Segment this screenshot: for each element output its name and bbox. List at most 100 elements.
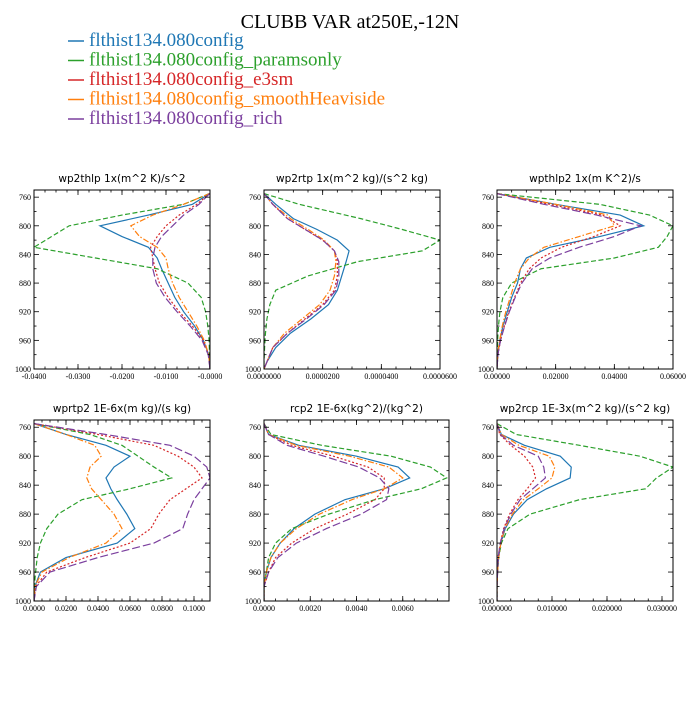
series-group — [34, 193, 210, 369]
y-tick-label: 840 — [249, 481, 261, 490]
plot-frame — [496, 419, 674, 602]
series-line — [497, 423, 556, 601]
figure-title: CLUBB VAR at250E,-12N — [241, 11, 460, 33]
series-line — [152, 193, 210, 369]
panel-title: wp2thlp 1x(m^2 K)/s^2 — [58, 173, 185, 185]
legend-entry: flthist134.080config — [89, 30, 244, 51]
legend-entry: flthist134.080config_e3sm — [89, 69, 293, 90]
series-group — [497, 192, 673, 369]
series-line — [497, 192, 673, 369]
y-tick-label: 920 — [482, 308, 494, 317]
series-line — [149, 193, 210, 369]
y-tick-label: 760 — [482, 423, 494, 432]
legend: flthist134.080configflthist134.080config… — [68, 30, 385, 129]
y-tick-label: 1000 — [478, 365, 494, 374]
y-tick-label: 800 — [19, 222, 31, 231]
panel-5: rcp2 1E-6x(kg^2)/(kg^2) 760 800 840 880 920 96… — [245, 403, 450, 613]
series-line — [497, 423, 673, 601]
panel-3: wpthlp2 1x(m K^2)/s 760 800 840 880 920 960 100… — [478, 173, 686, 381]
x-tick-label: 0.0000600 — [423, 372, 457, 381]
y-tick-label: 960 — [249, 568, 261, 577]
legend-entry: flthist134.080config_smoothHeaviside — [89, 89, 385, 110]
x-tick-label: 0.020000 — [592, 604, 622, 613]
y-tick-label: 800 — [249, 222, 261, 231]
panel-title: wp2rtp 1x(m^2 kg)/(s^2 kg) — [276, 173, 428, 185]
series-line — [264, 193, 440, 369]
series-line — [34, 423, 210, 601]
y-tick-label: 800 — [482, 222, 494, 231]
panel-title: wprtp2 1E-6x(m kg)/(s kg) — [53, 403, 191, 415]
y-tick-label: 800 — [249, 452, 261, 461]
y-tick-label: 1000 — [245, 365, 261, 374]
x-tick-label: 0.0020 — [299, 604, 321, 613]
y-tick-label: 840 — [249, 250, 261, 259]
x-tick-label: 0.04000 — [601, 372, 627, 381]
panel-title: wpthlp2 1x(m K^2)/s — [529, 173, 641, 185]
x-tick-label: 0.0600 — [119, 604, 141, 613]
x-tick-label: 0.06000 — [660, 372, 686, 381]
legend-entry: flthist134.080config_paramsonly — [89, 50, 342, 71]
y-tick-label: 880 — [482, 510, 494, 519]
x-tick-label: 0.0060 — [392, 604, 414, 613]
panel-title: rcp2 1E-6x(kg^2)/(kg^2) — [290, 403, 423, 415]
series-line — [264, 423, 404, 601]
series-line — [34, 423, 174, 601]
series-line — [34, 193, 210, 369]
x-tick-label: -0.0200 — [110, 372, 135, 381]
y-tick-label: 960 — [19, 568, 31, 577]
x-tick-label: -0.0300 — [66, 372, 91, 381]
series-line — [264, 423, 385, 601]
y-tick-label: 1000 — [478, 597, 494, 606]
y-tick-label: 880 — [19, 279, 31, 288]
series-line — [264, 423, 411, 601]
series-group — [497, 423, 673, 601]
x-tick-label: 0.030000 — [647, 604, 677, 613]
plot-frame — [33, 189, 211, 370]
x-tick-label: -0.0400 — [22, 372, 47, 381]
y-tick-label: 920 — [249, 539, 261, 548]
y-tick-label: 880 — [19, 510, 31, 519]
x-tick-label: 0.0000000 — [247, 372, 281, 381]
x-tick-label: 0.00000 — [484, 372, 510, 381]
x-tick-label: -0.0000 — [198, 372, 223, 381]
y-tick-label: 840 — [482, 250, 494, 259]
y-tick-label: 920 — [249, 308, 261, 317]
plot-frame — [496, 189, 674, 370]
x-tick-label: 0.0000400 — [364, 372, 398, 381]
y-tick-label: 840 — [19, 481, 31, 490]
series-group — [34, 423, 210, 601]
y-tick-label: 840 — [482, 481, 494, 490]
series-group — [264, 193, 440, 369]
series-line — [264, 193, 338, 369]
series-group — [264, 423, 448, 601]
x-tick-label: 0.0800 — [151, 604, 173, 613]
x-tick-label: 0.0000 — [23, 604, 45, 613]
y-tick-label: 760 — [482, 193, 494, 202]
y-tick-label: 920 — [19, 539, 31, 548]
x-tick-label: 0.010000 — [537, 604, 567, 613]
y-tick-label: 960 — [19, 336, 31, 345]
series-line — [264, 423, 390, 601]
panel-4: wprtp2 1E-6x(m kg)/(s kg) 760 800 840 880 920… — [15, 403, 211, 613]
series-line — [497, 423, 547, 601]
panel-1: wp2thlp 1x(m^2 K)/s^2 760 800 840 880 920 960 1… — [15, 173, 222, 381]
series-line — [129, 193, 210, 369]
series-line — [497, 192, 622, 369]
y-tick-label: 920 — [482, 539, 494, 548]
panel-6: wp2rcp 1E-3x(m^2 kg)/(s^2 kg) 760 800 840 88… — [478, 403, 677, 613]
y-tick-label: 1000 — [15, 365, 31, 374]
series-line — [34, 423, 123, 601]
series-line — [497, 423, 537, 601]
x-tick-label: 0.000000 — [482, 604, 512, 613]
series-line — [264, 193, 340, 369]
y-tick-label: 880 — [482, 279, 494, 288]
y-tick-label: 1000 — [15, 597, 31, 606]
y-tick-label: 960 — [249, 336, 261, 345]
y-tick-label: 1000 — [245, 597, 261, 606]
x-tick-label: 0.0400 — [87, 604, 109, 613]
y-tick-label: 960 — [482, 568, 494, 577]
y-tick-label: 880 — [249, 510, 261, 519]
series-line — [497, 192, 643, 369]
